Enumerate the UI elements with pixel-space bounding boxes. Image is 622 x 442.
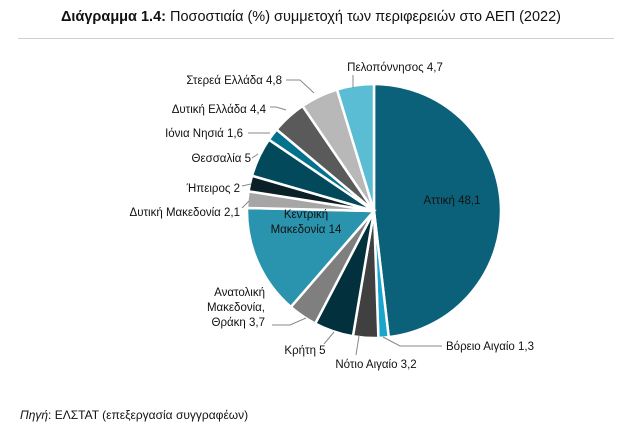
slice-label-line: Μακεδονία, [207, 302, 265, 314]
leader-line [286, 79, 315, 94]
slice-label-line: Ιόνια Νησιά 1,6 [165, 128, 243, 140]
slice-label-line: Ανατολική [214, 287, 265, 299]
slice-label: Ανατολική Μακεδονία, Θράκη 3,7 [207, 287, 265, 329]
slice-label-line: Νότιο Αιγαίο 3,2 [335, 359, 416, 371]
slice-label: Αττική 48,1 [423, 195, 480, 207]
slice-label-line: Κρήτη 5 [284, 345, 325, 357]
slice-label: Κεντρική Μακεδονία 14 [271, 209, 342, 236]
slice-label-line: Πελοπόννησος 4,7 [347, 62, 443, 74]
leader-line [270, 106, 287, 111]
slice-label: Στερεά Ελλάδα 4,8 [186, 75, 282, 87]
source-label: Πηγή [20, 408, 49, 422]
slice-label-line: Ήπειρος 2 [186, 183, 240, 195]
slice-label: Ήπειρος 2 [186, 183, 240, 195]
slice-label-line: Κεντρική [284, 209, 328, 221]
slice-label-line: Θράκη 3,7 [212, 317, 265, 329]
leader-line [355, 335, 360, 356]
slice-label: Δυτική Ελλάδα 4,4 [172, 104, 267, 116]
slice-label-line: Δυτική Μακεδονία 2,1 [130, 207, 240, 219]
chart-title-text: Ποσοστιαία (%) συμμετοχή των περιφερειών… [165, 9, 561, 25]
title-divider [18, 38, 614, 39]
leader-line [323, 331, 335, 345]
source-note: Πηγή: ΕΛΣΤΑΤ (επεξεργασία συγγραφέων) [20, 408, 248, 422]
leader-line [382, 336, 442, 347]
slice-label: Ιόνια Νησιά 1,6 [165, 128, 243, 140]
slice-label-line: Αττική 48,1 [423, 195, 480, 207]
chart-title: Διάγραμμα 1.4: Ποσοστιαία (%) συμμετοχή … [0, 9, 622, 25]
pie-slice-12 [335, 82, 376, 212]
leader-line [241, 183, 252, 187]
slice-label-line: Θεσσαλία 5 [192, 153, 251, 165]
slice-label: Κρήτη 5 [284, 345, 325, 357]
leader-line [241, 200, 250, 209]
leader-line [272, 317, 307, 326]
slice-label-line: Μακεδονία 14 [271, 224, 342, 236]
slice-label: Δυτική Μακεδονία 2,1 [130, 207, 240, 219]
slice-label: Θεσσαλία 5 [192, 153, 251, 165]
slice-label-line: Δυτική Ελλάδα 4,4 [172, 104, 267, 116]
slice-label: Βόρειο Αιγαίο 1,3 [446, 341, 534, 353]
slice-label-line: Στερεά Ελλάδα 4,8 [186, 75, 282, 87]
slice-label: Νότιο Αιγαίο 3,2 [335, 359, 416, 371]
source-text: : ΕΛΣΤΑΤ (επεξεργασία συγγραφέων) [48, 408, 249, 422]
slice-label-line: Βόρειο Αιγαίο 1,3 [446, 341, 534, 353]
pie-slice-5 [245, 206, 377, 309]
leader-line [251, 153, 259, 159]
pie-slice-0 [372, 82, 503, 339]
chart-number: Διάγραμμα 1.4: [61, 9, 166, 25]
slice-label: Πελοπόννησος 4,7 [347, 62, 443, 74]
